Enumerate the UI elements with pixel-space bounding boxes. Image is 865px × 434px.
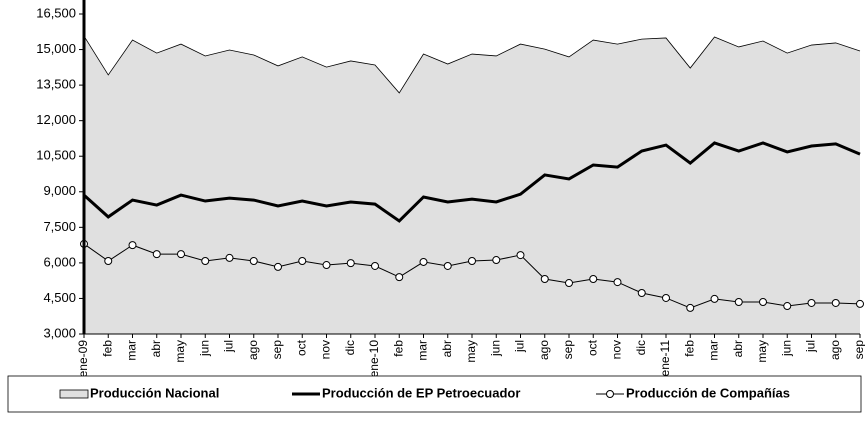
marker [686, 303, 695, 312]
y-tick-label: 3,000 [43, 325, 76, 340]
x-tick-label: jun [779, 340, 793, 357]
x-tick-label: jul [513, 340, 527, 353]
x-tick-label: ago [537, 340, 551, 360]
marker [516, 251, 525, 260]
x-tick-label: ene-11 [658, 340, 672, 377]
marker [759, 298, 767, 306]
marker [274, 262, 282, 271]
marker [249, 256, 258, 265]
x-tick-label: nov [610, 340, 624, 359]
x-tick-label: nov [319, 340, 333, 359]
marker [831, 298, 840, 307]
line [82, 141, 861, 223]
marker [492, 256, 501, 265]
y-tick-label: 12,000 [36, 112, 76, 127]
marker [807, 298, 816, 307]
x-tick-label: jul [222, 340, 236, 353]
marker [298, 256, 307, 265]
marker [443, 261, 452, 270]
x-tick-label: feb [682, 340, 696, 357]
area-line [83, 35, 861, 94]
x-tick-label: sep [270, 340, 284, 360]
legend-swatch [606, 390, 614, 398]
y-tick-label: 15,000 [36, 41, 76, 56]
x-tick-label: oct [294, 339, 308, 356]
area [84, 36, 860, 335]
marker [856, 299, 864, 308]
marker [104, 256, 113, 265]
marker [346, 259, 355, 268]
x-tick-label: sep [561, 340, 575, 360]
x-tick-label: dic [634, 340, 648, 355]
marker [468, 256, 476, 265]
marker [419, 257, 428, 266]
y-tick-label: 6,000 [43, 254, 76, 269]
x-tick-label: ene-09 [76, 340, 90, 378]
x-tick-label: jul [804, 340, 818, 353]
marker [589, 275, 598, 284]
marker [395, 273, 404, 282]
marker [322, 261, 331, 270]
x-tick-label: mar [125, 340, 139, 361]
x-tick-label: ene-10 [367, 340, 381, 378]
x-tick-label: feb [391, 340, 405, 357]
x-tick-label: may [173, 340, 187, 363]
x-tick-label: jun [488, 340, 502, 357]
legend-label: Producción de Compañías [626, 385, 790, 400]
legend-label: Producción de EP Petroecuador [322, 385, 520, 400]
legend-box [7, 375, 862, 413]
marker [783, 302, 792, 311]
y-tick-label: 16,500 [36, 5, 76, 20]
y-tick-label: 10,500 [36, 148, 76, 163]
legend-label: Producción Nacional [90, 385, 219, 400]
legend-swatch [59, 389, 89, 399]
x-tick-label: feb [100, 340, 114, 357]
x-tick-label: dic [343, 340, 357, 355]
marker [662, 293, 670, 302]
marker [540, 275, 549, 284]
x-tick-label: mar [416, 340, 430, 361]
marker [637, 288, 646, 297]
marker [201, 256, 210, 265]
marker [371, 261, 379, 270]
marker [177, 250, 185, 259]
marker [225, 253, 234, 262]
y-tick-label: 7,500 [43, 219, 76, 234]
marker [152, 250, 161, 259]
marker [710, 294, 719, 303]
x-tick-label: oct [585, 339, 599, 356]
x-tick-label: sep [852, 340, 865, 360]
x-tick-label: abr [149, 340, 163, 357]
x-tick-label: jun [197, 340, 211, 357]
marker [613, 278, 622, 287]
marker [128, 241, 137, 250]
marker [565, 279, 573, 288]
x-tick-label: ago [246, 340, 260, 360]
x-tick-label: may [755, 340, 769, 363]
marker [734, 298, 743, 306]
x-tick-label: may [464, 340, 478, 363]
x-tick-label: abr [440, 340, 454, 357]
y-tick-label: 13,500 [36, 77, 76, 92]
y-tick-label: 4,500 [43, 290, 76, 305]
x-tick-label: ago [828, 340, 842, 360]
y-tick-label: 9,000 [43, 183, 76, 198]
x-tick-label: mar [707, 340, 721, 361]
x-tick-label: abr [731, 340, 745, 357]
